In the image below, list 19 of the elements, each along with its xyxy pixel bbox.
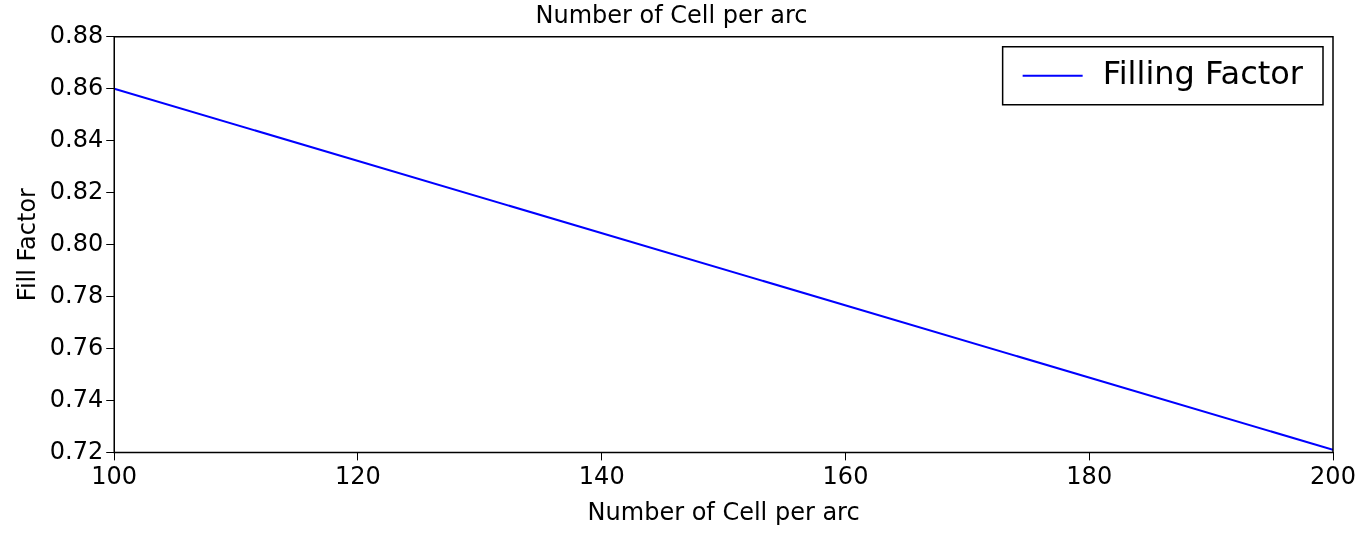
y-tick-label: 0.72 bbox=[49, 436, 104, 465]
y-tick-label: 0.86 bbox=[49, 72, 104, 101]
x-tick-label: 120 bbox=[335, 462, 381, 491]
y-tick-label: 0.88 bbox=[49, 21, 104, 50]
y-tick-label: 0.78 bbox=[49, 280, 104, 309]
x-tick-label: 200 bbox=[1310, 462, 1356, 491]
chart-title: Number of Cell per arc bbox=[535, 0, 808, 29]
x-tick-label: 100 bbox=[91, 462, 138, 491]
y-tick-label: 0.80 bbox=[49, 228, 104, 257]
y-tick-label: 0.82 bbox=[49, 176, 104, 205]
y-tick-label: 0.76 bbox=[49, 332, 104, 361]
x-tick-label: 160 bbox=[822, 462, 869, 491]
x-tick-label: 140 bbox=[578, 462, 625, 491]
y-tick-label: 0.74 bbox=[49, 384, 104, 413]
x-axis-title: Number of Cell per arc bbox=[587, 497, 860, 526]
legend-label: Filling Factor bbox=[1102, 54, 1304, 93]
y-axis-title: Fill Factor bbox=[12, 187, 41, 302]
y-tick-label: 0.84 bbox=[49, 124, 104, 153]
x-tick-label: 180 bbox=[1066, 462, 1113, 491]
